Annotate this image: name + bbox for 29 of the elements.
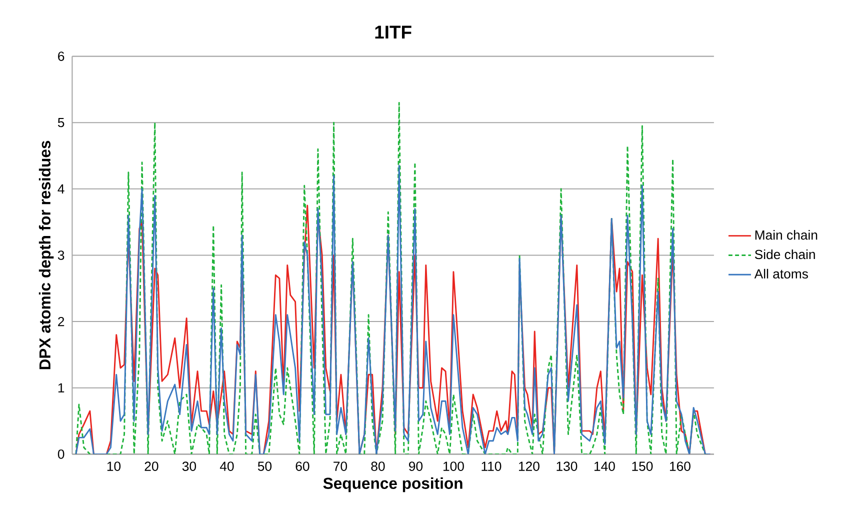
x-tick-label: 40 [220, 461, 234, 471]
x-tick-label: 80 [371, 461, 385, 471]
x-tick-label: 20 [144, 461, 158, 471]
legend-label: All atoms [754, 268, 808, 278]
x-axis-title: Sequence position [323, 477, 462, 492]
x-tick-label: 120 [518, 461, 540, 471]
x-tick-label: 140 [594, 461, 615, 471]
x-tick-label: 60 [296, 461, 310, 471]
x-tick-label: 30 [182, 461, 196, 471]
y-tick-label: 2 [58, 316, 64, 326]
x-tick-label: 150 [632, 461, 653, 471]
y-tick-label: 3 [58, 250, 64, 260]
x-tick-label: 110 [482, 461, 502, 471]
y-tick-label: 5 [58, 118, 64, 127]
legend-label: Main chain [755, 230, 818, 240]
chart-title: 1ITF [375, 26, 412, 38]
y-tick-label: 4 [58, 184, 64, 194]
x-tick-label: 10 [107, 461, 121, 471]
y-tick-label: 0 [58, 449, 64, 459]
legend-label: Side chain [754, 249, 815, 259]
y-axis-title: DPX atomic depth for residues [38, 140, 54, 369]
x-tick-label: 70 [334, 461, 348, 471]
x-tick-label: 160 [670, 461, 690, 471]
y-tick-label: 6 [58, 51, 64, 61]
x-tick-label: 100 [443, 461, 464, 471]
x-tick-label: 90 [409, 461, 423, 471]
x-tick-label: 130 [556, 461, 578, 471]
y-tick-label: 1 [58, 383, 64, 392]
x-tick-label: 50 [258, 461, 272, 471]
